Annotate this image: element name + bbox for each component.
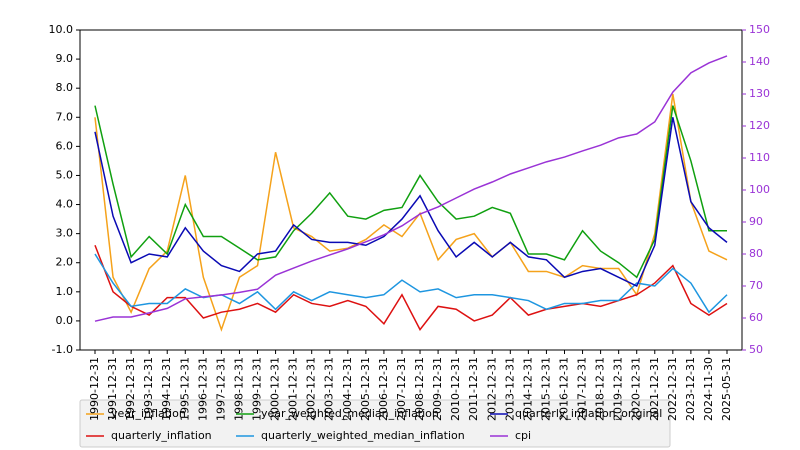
y-tick-label: 4.0	[56, 198, 74, 211]
y2-tick-label: 150	[749, 23, 770, 36]
x-tick-label: 2022-12-31	[666, 357, 679, 421]
series-line	[94, 105, 727, 279]
y2-tick-label: 50	[749, 343, 763, 356]
y2-tick-label: 140	[749, 55, 770, 68]
y2-tick-label: 120	[749, 119, 770, 132]
x-tick-label: 2023-12-31	[684, 357, 697, 421]
y2-tick-label: 90	[749, 215, 763, 228]
legend-label: year_inflation	[111, 407, 186, 420]
y2-tick-label: 70	[749, 279, 763, 292]
x-tick-label: 1991-12-31	[106, 357, 119, 421]
x-tick-label: 2006-12-31	[377, 357, 390, 421]
y2-tick-label: 100	[749, 183, 770, 196]
x-tick-label: 2012-12-31	[485, 357, 498, 421]
x-tick-label: 2011-12-31	[467, 357, 480, 421]
x-tick-label: 2001-12-31	[287, 357, 300, 421]
series-line	[94, 245, 728, 332]
y2-tick-label: 60	[749, 311, 763, 324]
x-tick-label: 2016-12-31	[557, 357, 570, 421]
x-tick-label: 1994-12-31	[160, 357, 173, 421]
x-tick-label: 2025-05-31	[720, 357, 733, 421]
x-tick-label: 1999-12-31	[251, 357, 264, 421]
x-tick-label: 1990-12-31	[88, 357, 101, 421]
x-tick-label: 2013-12-31	[503, 357, 516, 421]
x-tick-label: 2008-12-31	[413, 357, 426, 421]
x-tick-label: 2002-12-31	[305, 357, 318, 421]
x-tick-label: 1998-12-31	[232, 357, 245, 421]
x-tick-label: 1997-12-31	[214, 357, 227, 421]
y-tick-label: -1.0	[52, 343, 73, 356]
y2-tick-label: 110	[749, 151, 770, 164]
y-tick-label: 6.0	[56, 139, 74, 152]
y-tick-label: 0.0	[56, 314, 74, 327]
x-tick-label: 2017-12-31	[576, 357, 589, 421]
legend-label: year_weighted_median_inflation	[261, 407, 439, 420]
y-tick-label: 1.0	[56, 285, 74, 298]
series-line	[94, 253, 728, 314]
y-tick-label: 2.0	[56, 256, 74, 269]
series-line	[94, 93, 728, 332]
x-tick-label: 1992-12-31	[124, 357, 137, 421]
x-tick-label: 2004-12-31	[341, 357, 354, 421]
legend-label: quarterly_weighted_median_inflation	[261, 429, 465, 442]
legend-label: cpi	[515, 429, 531, 442]
x-tick-label: 2005-12-31	[359, 357, 372, 421]
x-tick-label: 2000-12-31	[269, 357, 282, 421]
x-tick-label: 2014-12-31	[521, 357, 534, 421]
y2-tick-label: 80	[749, 247, 763, 260]
y-tick-label: 8.0	[56, 81, 74, 94]
x-tick-label: 2021-12-31	[648, 357, 661, 421]
y-tick-label: 5.0	[56, 168, 74, 181]
y-tick-label: 3.0	[56, 227, 74, 240]
x-tick-label: 2020-12-31	[630, 357, 643, 421]
x-tick-label: 2019-12-31	[612, 357, 625, 421]
y-tick-label: 10.0	[49, 23, 74, 36]
plot-area	[94, 55, 728, 332]
legend: year_inflation quarterly_inflation year_we…	[79, 399, 671, 448]
x-tick-label: 2009-12-31	[431, 357, 444, 421]
x-tick-label: 2015-12-31	[539, 357, 552, 421]
x-tick-label: 2010-12-31	[449, 357, 462, 421]
y2-tick-label: 130	[749, 87, 770, 100]
y-tick-label: 7.0	[56, 110, 74, 123]
series-line	[94, 117, 728, 288]
x-tick-label: 1996-12-31	[196, 357, 209, 421]
x-tick-label: 2007-12-31	[395, 357, 408, 421]
x-tick-label: 2024-11-30	[702, 357, 715, 421]
series-line	[94, 55, 728, 322]
legend-label: quarterly_inflation	[111, 429, 212, 442]
y-tick-label: 9.0	[56, 52, 74, 65]
x-tick-label: 1995-12-31	[178, 357, 191, 421]
x-tick-label: 2003-12-31	[323, 357, 336, 421]
x-tick-label: 1993-12-31	[142, 357, 155, 421]
legend-label: quarterly_inflation_original	[515, 407, 662, 420]
legend-box	[79, 399, 671, 448]
x-tick-label: 2018-12-31	[594, 357, 607, 421]
